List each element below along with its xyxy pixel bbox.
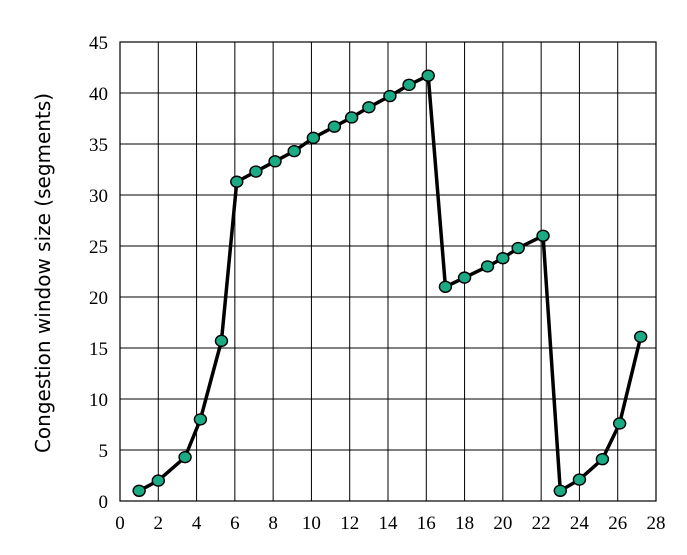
data-point	[457, 271, 472, 284]
x-tick-label: 18	[455, 513, 474, 534]
data-point	[230, 175, 244, 188]
data-point	[362, 101, 376, 114]
data-point	[438, 280, 453, 293]
data-point	[421, 69, 435, 82]
data-point	[132, 484, 146, 497]
y-tick-label: 35	[89, 135, 108, 156]
x-tick-label: 6	[230, 513, 240, 534]
x-tick-labels: 0 2 4 6 8 10 12 14 16 18 20 22 24 26 28	[115, 513, 665, 534]
x-tick-label: 2	[154, 513, 164, 534]
data-point	[178, 450, 192, 464]
data-point	[402, 78, 416, 92]
data-point	[193, 413, 208, 426]
y-tick-labels: 0 5 10 15 20 25 30 35 40 45	[89, 33, 108, 513]
data-point	[151, 474, 165, 487]
x-tick-label: 12	[340, 513, 359, 534]
plot-frame	[119, 41, 657, 502]
data-point	[633, 330, 648, 343]
y-tick-label: 0	[99, 492, 109, 513]
data-point	[572, 473, 587, 486]
data-point	[612, 417, 627, 430]
data-point	[496, 252, 510, 265]
data-point	[480, 260, 495, 273]
y-tick-label: 25	[89, 237, 108, 258]
data-point	[383, 89, 397, 103]
y-tick-label: 5	[99, 441, 109, 462]
data-point	[327, 120, 342, 133]
data-points	[132, 69, 648, 497]
data-point	[306, 131, 321, 145]
x-tick-label: 28	[647, 513, 666, 534]
data-point	[595, 452, 610, 466]
series-line	[137, 73, 643, 493]
x-tick-label: 26	[608, 513, 627, 534]
y-tick-label: 15	[89, 339, 108, 360]
x-tick-label: 8	[268, 513, 278, 534]
data-point	[511, 241, 525, 255]
y-tick-label: 45	[89, 33, 108, 54]
x-tick-label: 16	[417, 513, 436, 534]
x-tick-label: 22	[532, 513, 551, 534]
x-tick-label: 24	[570, 513, 590, 534]
data-point	[536, 229, 550, 243]
data-point	[249, 165, 263, 178]
x-tick-label: 10	[302, 513, 321, 534]
y-tick-label: 40	[89, 84, 108, 105]
x-tick-label: 4	[192, 513, 202, 534]
data-point	[268, 155, 282, 168]
vertical-gridlines	[119, 42, 657, 501]
x-tick-label: 14	[379, 513, 399, 534]
data-point	[287, 144, 301, 158]
y-tick-label: 10	[89, 390, 108, 411]
y-axis-label: Congestion window size (segments)	[31, 93, 55, 453]
data-point	[344, 111, 359, 124]
data-point	[553, 484, 567, 497]
y-tick-label: 30	[89, 186, 108, 207]
x-tick-label: 0	[115, 513, 125, 534]
data-point	[214, 334, 229, 348]
y-tick-label: 20	[89, 288, 108, 309]
x-tick-label: 20	[493, 513, 512, 534]
